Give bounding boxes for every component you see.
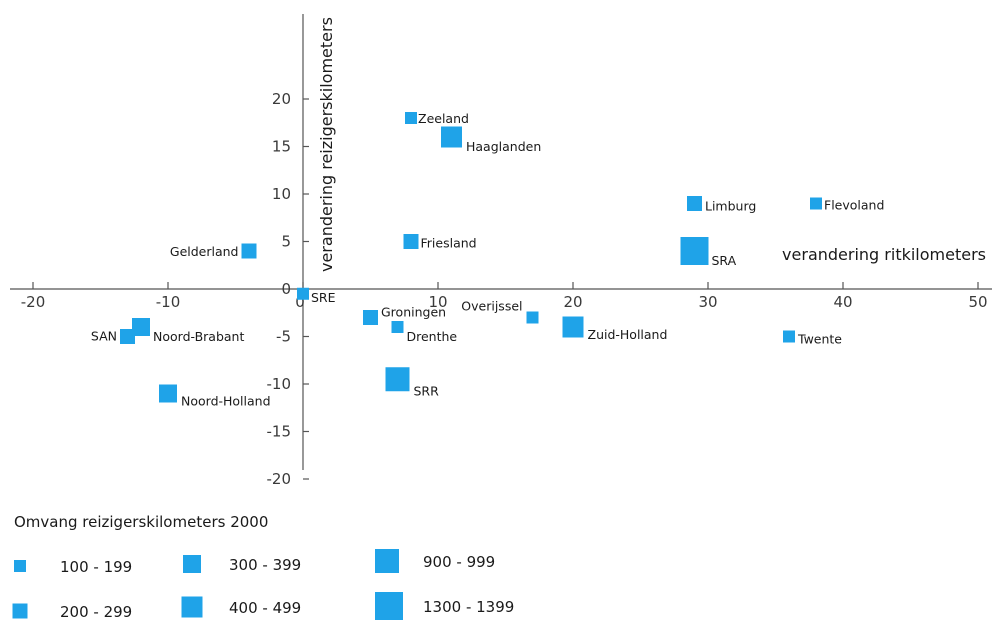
y-tick-label: 10	[272, 185, 291, 203]
data-label: SAN	[91, 329, 117, 344]
legend-swatch	[375, 549, 399, 573]
data-label: Zuid-Holland	[588, 327, 668, 342]
y-axis-title: verandering reizigerskilometers	[317, 17, 336, 272]
legend-swatch	[183, 555, 201, 573]
data-point-drenthe	[391, 321, 404, 333]
data-label: Haaglanden	[466, 139, 541, 154]
data-point-overijssel	[526, 311, 539, 324]
data-point-san	[120, 329, 135, 344]
y-tick-label: -15	[267, 423, 292, 441]
legend: Omvang reizigerskilometers 2000 100 - 199…	[12, 513, 514, 621]
y-tick-label: 0	[281, 280, 291, 298]
y-tick-label: -10	[267, 375, 292, 393]
data-point-limburg	[687, 196, 702, 211]
data-label: Zeeland	[418, 111, 469, 126]
x-tick-label: 20	[563, 293, 582, 311]
data-point-gelderland	[241, 243, 257, 259]
x-tick-label: -20	[21, 293, 46, 311]
legend-swatch	[375, 592, 403, 620]
x-tick-label: 10	[428, 293, 447, 311]
y-tick-label: 15	[272, 138, 291, 156]
data-point-flevoland	[810, 197, 822, 210]
y-tick-label: -5	[276, 328, 291, 346]
data-point-srr	[385, 367, 410, 392]
data-point-haaglanden	[441, 126, 462, 148]
data-label: Limburg	[705, 199, 756, 214]
x-axis-title: verandering ritkilometers	[782, 245, 986, 264]
data-label: Gelderland	[170, 244, 239, 259]
data-label: SRE	[311, 290, 336, 305]
data-label: Friesland	[421, 236, 477, 251]
data-point-groningen	[363, 310, 378, 325]
legend-item-label: 100 - 199	[60, 558, 132, 576]
data-label: Noord-Holland	[181, 394, 271, 409]
data-label: SRR	[414, 383, 440, 398]
x-tick-label: 50	[968, 293, 987, 311]
y-tick-label: 20	[272, 90, 291, 108]
data-label: Overijssel	[461, 299, 522, 314]
x-tick-label: 40	[833, 293, 852, 311]
data-point-zuid-holland	[562, 316, 584, 338]
data-point-noord-brabant	[132, 318, 150, 336]
data-points: Zeeland Haaglanden Limburg Flevoland Gelderl…	[91, 111, 884, 409]
legend-item-label: 900 - 999	[423, 553, 495, 571]
y-tick-label: 5	[281, 233, 291, 251]
data-point-sra	[680, 237, 709, 265]
data-point-friesland	[403, 234, 419, 249]
legend-swatch	[181, 596, 203, 618]
data-point-twente	[783, 330, 795, 343]
legend-swatch	[12, 603, 28, 619]
x-tick-label: -10	[156, 293, 181, 311]
data-label: SRA	[712, 253, 737, 268]
legend-swatch	[14, 560, 26, 572]
x-tick-label: 0	[295, 293, 305, 311]
legend-item-label: 400 - 499	[229, 599, 301, 617]
legend-item-label: 1300 - 1399	[423, 598, 514, 616]
data-label: Groningen	[381, 305, 446, 320]
data-label: Drenthe	[407, 329, 458, 344]
axes: -20 -10 0 10 20 30 40 50-20-15-10-505101520vera…	[10, 14, 992, 488]
legend-title: Omvang reizigerskilometers 2000	[14, 513, 268, 531]
data-label: Noord-Brabant	[153, 329, 244, 344]
data-point-sre	[297, 287, 309, 300]
data-label: Twente	[797, 332, 842, 347]
data-point-noord-holland	[159, 384, 177, 403]
x-tick-label: 30	[698, 293, 717, 311]
legend-item-label: 300 - 399	[229, 556, 301, 574]
legend-item-label: 200 - 299	[60, 603, 132, 621]
y-tick-label: -20	[267, 470, 292, 488]
data-label: Flevoland	[824, 198, 884, 213]
data-point-zeeland	[405, 112, 417, 124]
